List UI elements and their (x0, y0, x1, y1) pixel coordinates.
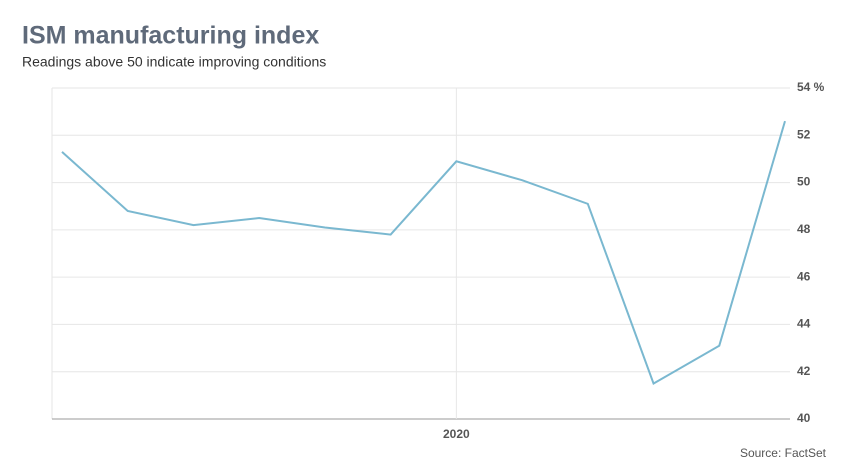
y-tick-label: 40 (797, 411, 811, 425)
source: Source: FactSet (740, 446, 827, 460)
series-line (61, 120, 786, 385)
x-tick-label: 2020 (443, 427, 470, 441)
chart-subtitle: Readings above 50 indicate improving con… (22, 54, 326, 70)
y-tick-label: 44 (797, 317, 811, 331)
y-tick-label: 52 (797, 127, 811, 141)
chart-title: ISM manufacturing index (22, 22, 319, 50)
y-tick-label: 50 (797, 175, 811, 189)
y-tick-label: 42 (797, 364, 811, 378)
y-tick-label: 54 % (797, 80, 825, 94)
y-tick-label: 48 (797, 222, 811, 236)
y-tick-label: 46 (797, 269, 811, 283)
